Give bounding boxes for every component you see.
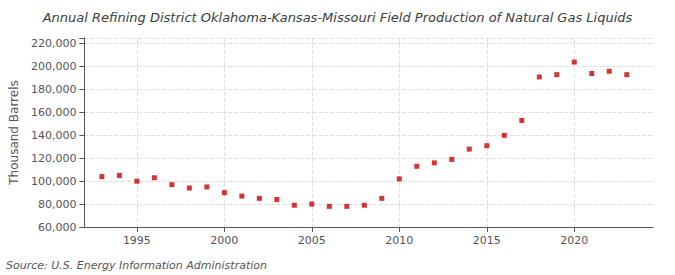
svg-text:80,000: 80,000 <box>38 198 77 211</box>
svg-text:180,000: 180,000 <box>31 83 77 96</box>
svg-text:Source: U.S. Energy Informatio: Source: U.S. Energy Information Administ… <box>6 259 267 272</box>
svg-text:100,000: 100,000 <box>31 175 77 188</box>
svg-text:2015: 2015 <box>473 234 501 247</box>
svg-text:2005: 2005 <box>298 234 326 247</box>
svg-text:2010: 2010 <box>385 234 413 247</box>
svg-text:1995: 1995 <box>123 234 151 247</box>
svg-text:200,000: 200,000 <box>31 60 77 73</box>
svg-text:140,000: 140,000 <box>31 129 77 142</box>
svg-text:Annual Refining District Oklah: Annual Refining District Oklahoma-Kansas… <box>42 10 633 25</box>
svg-text:2020: 2020 <box>560 234 588 247</box>
svg-text:220,000: 220,000 <box>31 37 77 50</box>
svg-text:Thousand Barrels: Thousand Barrels <box>7 80 21 185</box>
svg-text:160,000: 160,000 <box>31 106 77 119</box>
svg-text:120,000: 120,000 <box>31 152 77 165</box>
svg-text:2000: 2000 <box>210 234 238 247</box>
svg-text:60,000: 60,000 <box>38 221 77 234</box>
